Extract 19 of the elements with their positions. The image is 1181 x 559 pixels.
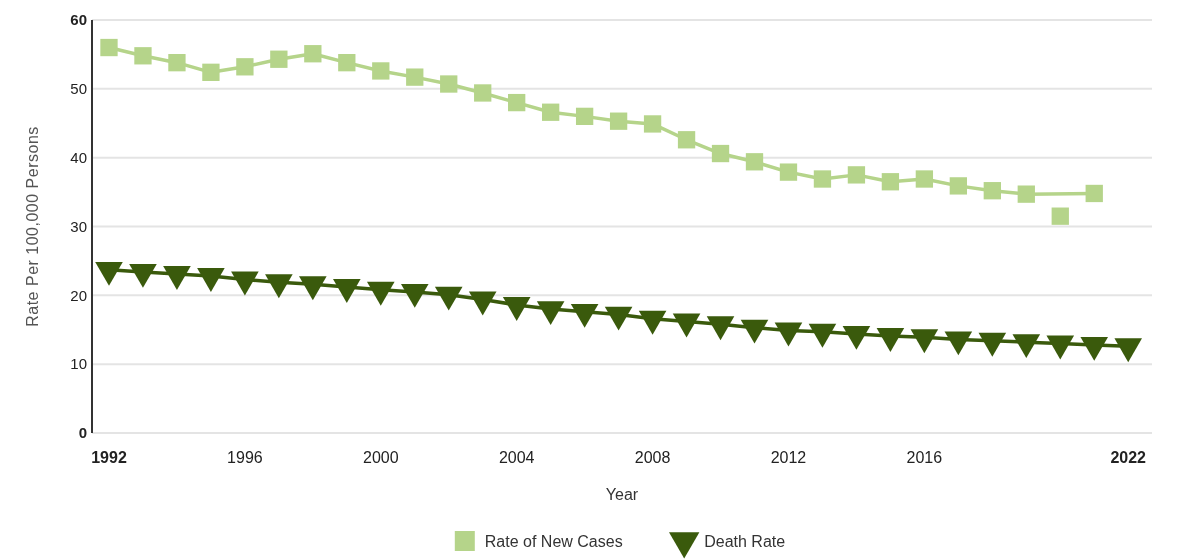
x-tick-label: 1996 — [227, 449, 263, 466]
y-axis-title: Rate Per 100,000 Persons — [24, 126, 41, 327]
x-tick-label: 2016 — [906, 449, 943, 466]
x-tick-label: 2004 — [498, 449, 535, 466]
x-tick-label: 2022 — [1110, 449, 1147, 466]
x-tick-label: 2012 — [770, 449, 807, 466]
x-tick-label: 2000 — [362, 449, 399, 466]
y-tick-label: 0 — [78, 424, 87, 442]
y-tick-label: 60 — [70, 11, 87, 29]
legend-label: Death Rate — [704, 533, 786, 550]
x-axis-title: Year — [605, 486, 639, 503]
x-tick-label: 2008 — [634, 449, 671, 466]
y-tick-label: 30 — [70, 217, 87, 235]
y-tick-label: 10 — [70, 355, 87, 373]
y-tick-label: 20 — [70, 286, 87, 304]
y-tick-label: 40 — [70, 148, 87, 166]
x-tick-label: 1992 — [91, 449, 127, 466]
y-tick-label: 50 — [70, 80, 87, 98]
legend-label: Rate of New Cases — [484, 533, 623, 550]
